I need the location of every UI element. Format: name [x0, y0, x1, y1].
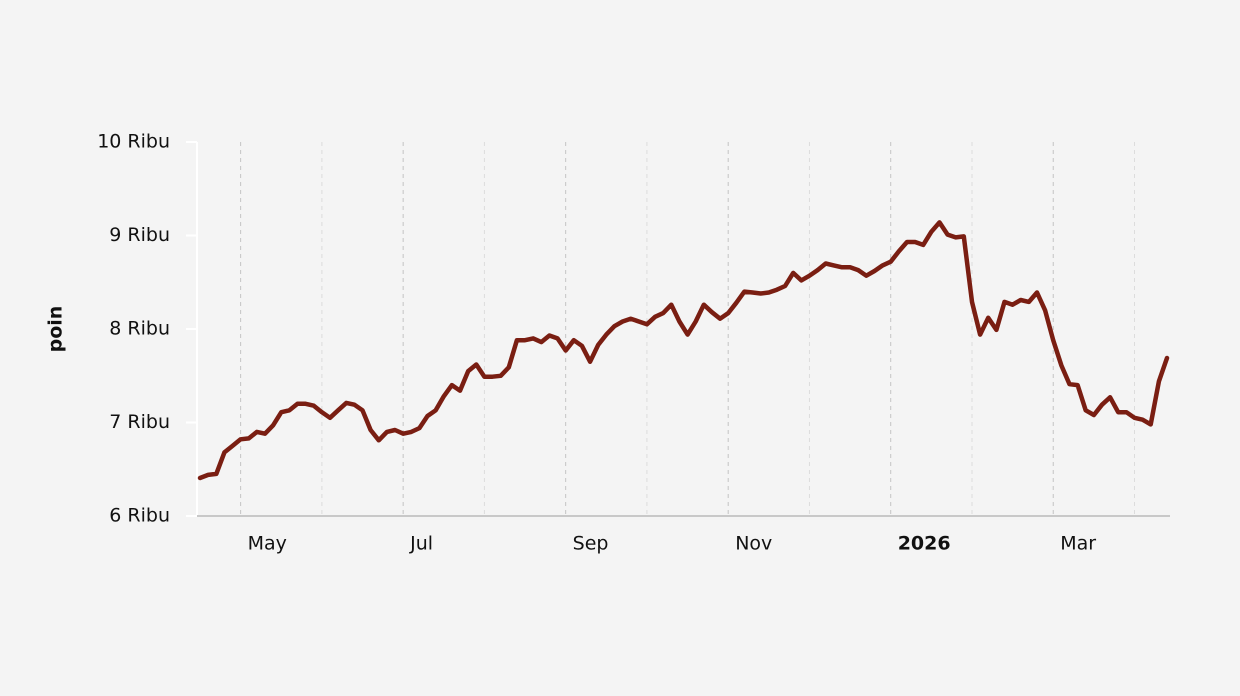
x-tick-label: Mar — [1060, 533, 1096, 555]
y-tick-label: 6 Ribu — [109, 505, 170, 527]
x-tick-label: Jul — [409, 533, 433, 555]
x-tick-label: 2026 — [898, 533, 951, 555]
y-axis-label: poin — [45, 306, 67, 353]
line — [197, 220, 1170, 481]
y-tick-label: 7 Ribu — [109, 411, 170, 433]
y-tick-label: 10 Ribu — [97, 131, 170, 153]
y-tick-label: 8 Ribu — [109, 318, 170, 340]
x-tick-label: Sep — [573, 533, 609, 555]
y-tick-label: 9 Ribu — [109, 224, 170, 246]
x-tick-label: Nov — [735, 533, 772, 555]
x-tick-label: May — [248, 533, 287, 555]
